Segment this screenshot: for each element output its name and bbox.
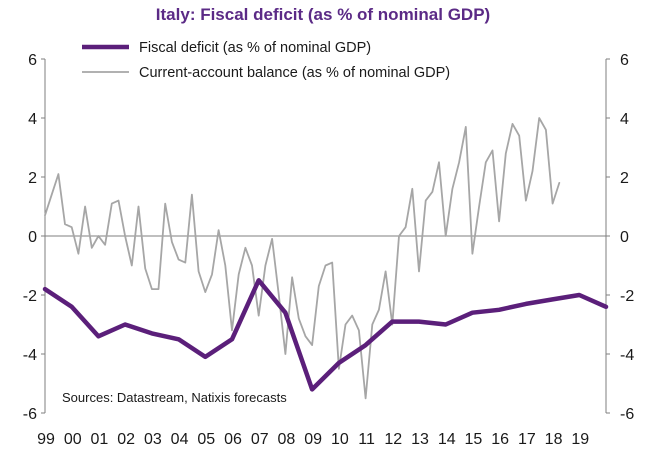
x-tick-label: 04 (171, 431, 189, 448)
x-tick-label: 01 (91, 431, 109, 448)
x-tick-label: 09 (304, 431, 322, 448)
x-tick-label: 02 (117, 431, 135, 448)
source-note: Sources: Datastream, Natixis forecasts (62, 390, 287, 405)
x-tick-label: 18 (545, 431, 563, 448)
y-tick-label-right: -2 (620, 288, 634, 305)
y-tick-label-left: -6 (23, 406, 37, 423)
x-tick-label: 05 (197, 431, 215, 448)
x-axis: 99 00 01 02 03 04 05 06 07 08 09 10 11 12 13 14 15 16 17 18… (37, 431, 589, 448)
y-tick-label-right: 6 (620, 52, 629, 69)
gridlines (44, 59, 607, 413)
x-tick-label: 17 (518, 431, 536, 448)
series-line-fiscal-deficit (42, 278, 609, 392)
x-tick-label: 03 (144, 431, 162, 448)
legend: Fiscal deficit (as % of nominal GDP) Curr… (82, 40, 450, 81)
x-tick-label: 12 (384, 431, 402, 448)
y-tick-label-left: 0 (28, 229, 37, 246)
x-tick-label: 19 (571, 431, 589, 448)
y-tick-label-right: -6 (620, 406, 634, 423)
x-tick-label: 06 (224, 431, 242, 448)
x-tick-label: 14 (438, 431, 456, 448)
legend-label-current-account: Current-account balance (as % of nominal… (139, 65, 450, 81)
y-tick-label-left: 4 (28, 111, 37, 128)
y-tick-label-left: -2 (23, 288, 37, 305)
y-tick-label-right: 4 (620, 111, 629, 128)
x-tick-label: 11 (358, 431, 375, 448)
x-tick-label: 07 (251, 431, 269, 448)
y-axis-right: 6 4 2 0 -2 -4 -6 (606, 52, 634, 423)
series-lines (42, 117, 609, 400)
x-tick-label: 15 (465, 431, 483, 448)
x-tick-label: 08 (278, 431, 296, 448)
x-tick-label: 00 (64, 431, 82, 448)
y-tick-label-right: -4 (620, 347, 634, 364)
y-tick-label-right: 0 (620, 229, 629, 246)
y-tick-label-right: 2 (620, 170, 629, 187)
x-tick-label: 99 (37, 431, 55, 448)
y-axis-left: 6 4 2 0 -2 -4 -6 (23, 52, 45, 423)
y-tick-label-left: -4 (23, 347, 37, 364)
y-tick-label-left: 2 (28, 170, 37, 187)
x-tick-label: 16 (491, 431, 509, 448)
y-tick-label-left: 6 (28, 52, 37, 69)
series-line-current-account (44, 117, 561, 400)
x-tick-label: 13 (411, 431, 429, 448)
chart-title: Italy: Fiscal deficit (as % of nominal G… (156, 5, 490, 24)
legend-label-fiscal-deficit: Fiscal deficit (as % of nominal GDP) (139, 40, 371, 56)
x-tick-label: 10 (331, 431, 349, 448)
